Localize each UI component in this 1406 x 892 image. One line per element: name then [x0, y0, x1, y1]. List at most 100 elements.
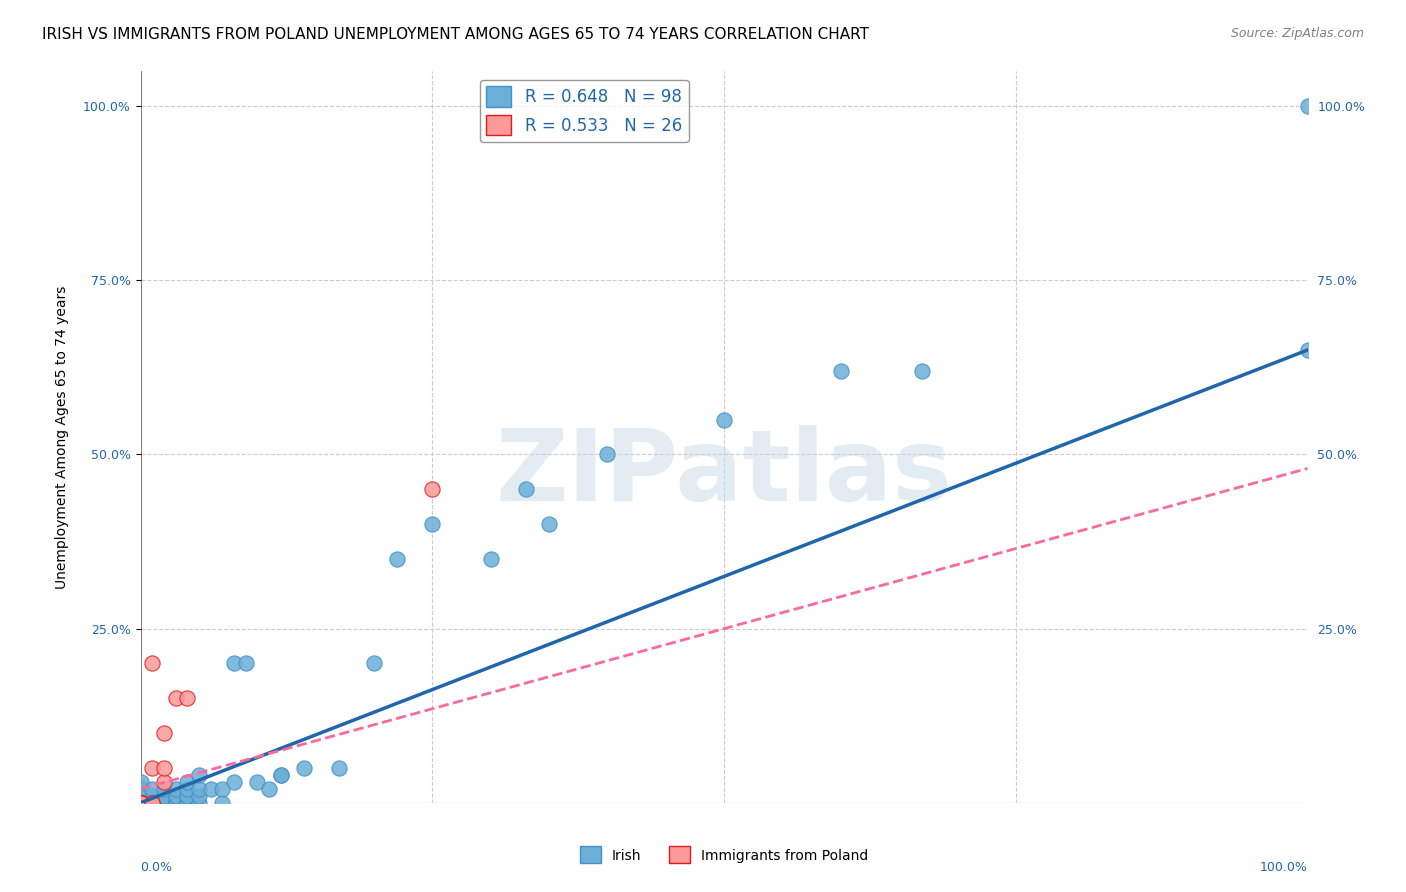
Point: [129, 796, 152, 810]
Point: [257, 781, 280, 796]
Point: [129, 796, 152, 810]
Point: [129, 796, 152, 810]
Point: [129, 796, 152, 810]
Point: [129, 796, 152, 810]
Point: [129, 781, 152, 796]
Point: [188, 789, 211, 803]
Point: [153, 796, 176, 810]
Point: [129, 796, 152, 810]
Point: [129, 789, 152, 803]
Point: [141, 761, 163, 775]
Point: [222, 775, 245, 789]
Point: [129, 796, 152, 810]
Point: [211, 781, 233, 796]
Point: [141, 796, 163, 810]
Text: 0.0%: 0.0%: [141, 862, 173, 874]
Text: Source: ZipAtlas.com: Source: ZipAtlas.com: [1230, 27, 1364, 40]
Point: [129, 796, 152, 810]
Point: [129, 789, 152, 803]
Point: [129, 796, 152, 810]
Point: [129, 796, 152, 810]
Point: [129, 796, 152, 810]
Point: [129, 796, 152, 810]
Point: [129, 796, 152, 810]
Point: [129, 796, 152, 810]
Point: [129, 796, 152, 810]
Point: [129, 796, 152, 810]
Point: [129, 796, 152, 810]
Point: [1296, 99, 1319, 113]
Point: [153, 726, 176, 740]
Point: [222, 657, 245, 671]
Point: [830, 364, 852, 378]
Point: [129, 796, 152, 810]
Point: [129, 796, 152, 810]
Point: [165, 796, 187, 810]
Point: [129, 796, 152, 810]
Point: [153, 796, 176, 810]
Point: [129, 789, 152, 803]
Point: [596, 448, 619, 462]
Point: [129, 796, 152, 810]
Point: [129, 796, 152, 810]
Point: [235, 657, 257, 671]
Point: [479, 552, 502, 566]
Point: [129, 796, 152, 810]
Point: [165, 789, 187, 803]
Point: [129, 796, 152, 810]
Point: [129, 796, 152, 810]
Point: [129, 796, 152, 810]
Point: [292, 761, 315, 775]
Point: [141, 781, 163, 796]
Point: [153, 796, 176, 810]
Point: [141, 796, 163, 810]
Point: [129, 781, 152, 796]
Y-axis label: Unemployment Among Ages 65 to 74 years: Unemployment Among Ages 65 to 74 years: [55, 285, 69, 589]
Point: [246, 775, 269, 789]
Point: [129, 796, 152, 810]
Point: [129, 781, 152, 796]
Point: [141, 657, 163, 671]
Point: [129, 796, 152, 810]
Point: [153, 796, 176, 810]
Point: [165, 691, 187, 706]
Point: [129, 781, 152, 796]
Point: [176, 789, 198, 803]
Text: IRISH VS IMMIGRANTS FROM POLAND UNEMPLOYMENT AMONG AGES 65 TO 74 YEARS CORRELATI: IRISH VS IMMIGRANTS FROM POLAND UNEMPLOY…: [42, 27, 869, 42]
Point: [129, 796, 152, 810]
Point: [129, 789, 152, 803]
Point: [129, 796, 152, 810]
Point: [129, 796, 152, 810]
Point: [188, 768, 211, 782]
Point: [129, 796, 152, 810]
Point: [141, 789, 163, 803]
Point: [129, 796, 152, 810]
Point: [129, 796, 152, 810]
Point: [153, 775, 176, 789]
Point: [153, 781, 176, 796]
Point: [188, 781, 211, 796]
Point: [165, 796, 187, 810]
Point: [153, 761, 176, 775]
Point: [165, 789, 187, 803]
Point: [422, 483, 444, 497]
Point: [176, 789, 198, 803]
Point: [515, 483, 537, 497]
Point: [129, 796, 152, 810]
Point: [176, 691, 198, 706]
Point: [1296, 343, 1319, 357]
Point: [165, 796, 187, 810]
Point: [129, 789, 152, 803]
Point: [129, 796, 152, 810]
Point: [911, 364, 934, 378]
Point: [200, 781, 222, 796]
Point: [188, 796, 211, 810]
Point: [129, 796, 152, 810]
Point: [176, 796, 198, 810]
Point: [153, 796, 176, 810]
Point: [129, 796, 152, 810]
Point: [328, 761, 350, 775]
Point: [422, 517, 444, 532]
Point: [129, 796, 152, 810]
Point: [165, 796, 187, 810]
